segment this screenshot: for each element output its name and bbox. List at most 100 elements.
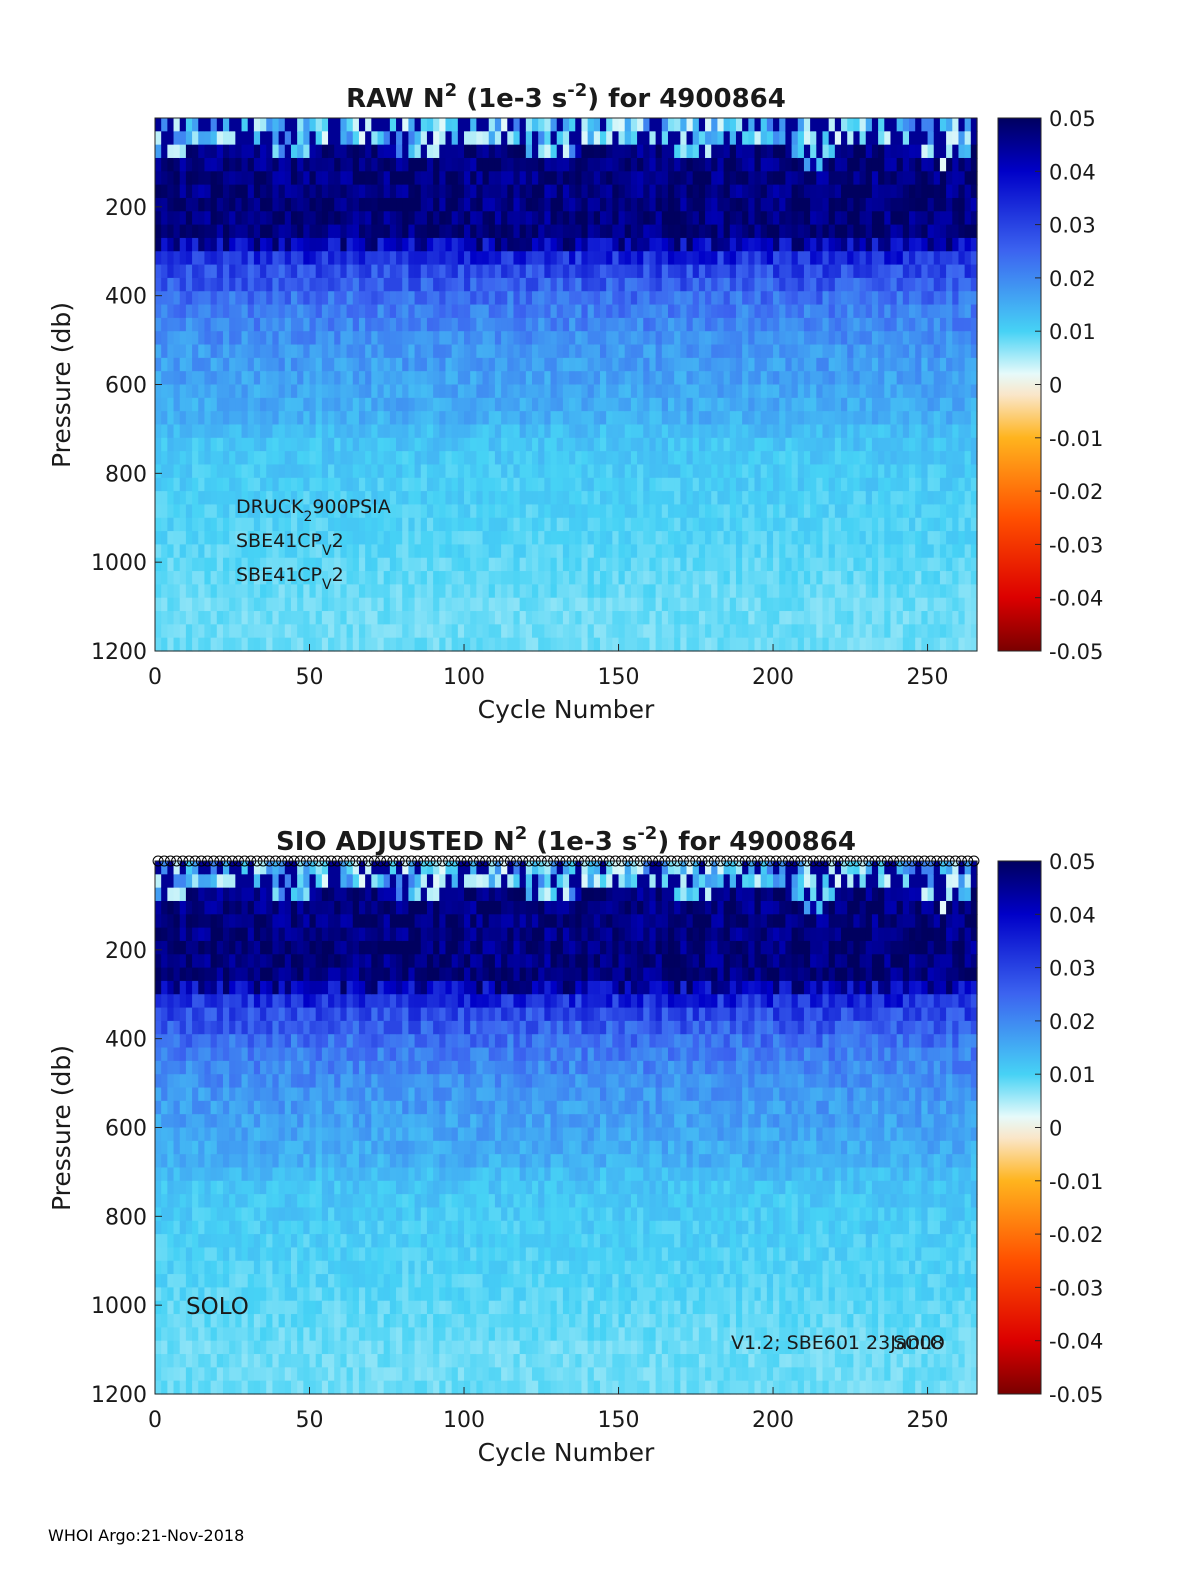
heatmap-cell [272, 131, 280, 146]
heatmap-cell [525, 517, 533, 532]
heatmap-cell [414, 397, 422, 412]
heatmap-cell [303, 291, 311, 306]
heatmap-cell [816, 157, 824, 172]
heatmap-cell [519, 384, 527, 399]
heatmap-cell [847, 291, 854, 306]
heatmap-cell [921, 237, 929, 252]
heatmap-cell [773, 397, 780, 412]
heatmap-cell [556, 251, 564, 266]
heatmap-cell [847, 624, 854, 639]
heatmap-cell [334, 477, 342, 492]
heatmap-cell [352, 597, 360, 612]
heatmap-cell [915, 584, 922, 599]
heatmap-cell [229, 571, 236, 585]
heatmap-cell [698, 611, 706, 625]
heatmap-cell [834, 451, 842, 466]
heatmap-cell [655, 531, 663, 545]
heatmap-cell [377, 277, 385, 292]
heatmap-cell [797, 237, 805, 252]
heatmap-cell [538, 157, 545, 172]
heatmap-cell [334, 197, 342, 212]
heatmap-cell [847, 157, 854, 172]
heatmap-cell [865, 251, 873, 266]
heatmap-cell [464, 357, 471, 372]
heatmap-cell [587, 397, 595, 412]
heatmap-cell [433, 211, 440, 226]
heatmap-cell [902, 451, 910, 466]
heatmap-cell [192, 224, 199, 239]
heatmap-cell [241, 624, 249, 639]
heatmap-cell [420, 224, 428, 239]
heatmap-cell [198, 451, 206, 466]
heatmap-cell [865, 384, 873, 399]
heatmap-cell [624, 357, 632, 372]
heatmap-cell [179, 277, 187, 292]
heatmap-cell [470, 437, 477, 452]
heatmap-cell [470, 411, 477, 426]
heatmap-cell [748, 531, 756, 545]
heatmap-cell [593, 397, 601, 412]
heatmap-cell [445, 584, 453, 599]
heatmap-cell [884, 131, 892, 146]
heatmap-cell [476, 437, 484, 452]
heatmap-cell [426, 171, 434, 186]
heatmap-cell [192, 277, 199, 292]
heatmap-cell [680, 331, 688, 346]
heatmap-cell [692, 424, 700, 439]
heatmap-cell [303, 411, 311, 426]
heatmap-cell [779, 291, 787, 306]
heatmap-cell [587, 344, 595, 359]
heatmap-cell [680, 464, 688, 479]
heatmap-cell [371, 491, 379, 506]
heatmap-cell [247, 451, 255, 466]
heatmap-cell [674, 411, 681, 426]
heatmap-cell [433, 557, 440, 572]
heatmap-cell [859, 211, 867, 226]
heatmap-cell [284, 384, 292, 399]
heatmap-cell [525, 491, 533, 506]
heatmap-cell [760, 264, 768, 279]
heatmap-cell [247, 224, 255, 239]
heatmap-cell [779, 131, 787, 146]
heatmap-cell [365, 118, 372, 132]
heatmap-cell [210, 118, 218, 132]
heatmap-cell [760, 131, 768, 146]
heatmap-cell [167, 557, 175, 572]
heatmap-cell [507, 384, 515, 399]
heatmap-cell [445, 171, 453, 186]
heatmap-cell [871, 171, 879, 186]
heatmap-cell [377, 611, 385, 625]
heatmap-cell [525, 477, 533, 492]
heatmap-cell [476, 584, 484, 599]
heatmap-cell [538, 171, 545, 186]
heatmap-cell [550, 331, 558, 346]
heatmap-cell [297, 224, 304, 239]
heatmap-cell [649, 411, 657, 426]
heatmap-cell [748, 131, 756, 146]
heatmap-cell [606, 357, 613, 372]
heatmap-cell [878, 584, 885, 599]
heatmap-cell [612, 544, 620, 559]
heatmap-cell [365, 491, 372, 506]
heatmap-cell [915, 184, 922, 199]
heatmap-cell [464, 344, 471, 359]
heatmap-cell [445, 544, 453, 559]
heatmap-cell [420, 157, 428, 172]
heatmap-cell [464, 491, 471, 506]
heatmap-cell [297, 624, 304, 639]
heatmap-cell [569, 491, 576, 506]
heatmap-cell [303, 118, 311, 132]
heatmap-cell [278, 384, 286, 399]
heatmap-cell [878, 517, 885, 532]
heatmap-cell [340, 157, 348, 172]
heatmap-cell [247, 437, 255, 452]
heatmap-cell [383, 411, 391, 426]
heatmap-cell [241, 357, 249, 372]
heatmap-cell [785, 424, 793, 439]
heatmap-cell [297, 357, 304, 372]
heatmap-cell [661, 211, 669, 226]
heatmap-cell [284, 491, 292, 506]
heatmap-cell [408, 531, 416, 545]
heatmap-cell [865, 264, 873, 279]
heatmap-cell [247, 571, 255, 585]
